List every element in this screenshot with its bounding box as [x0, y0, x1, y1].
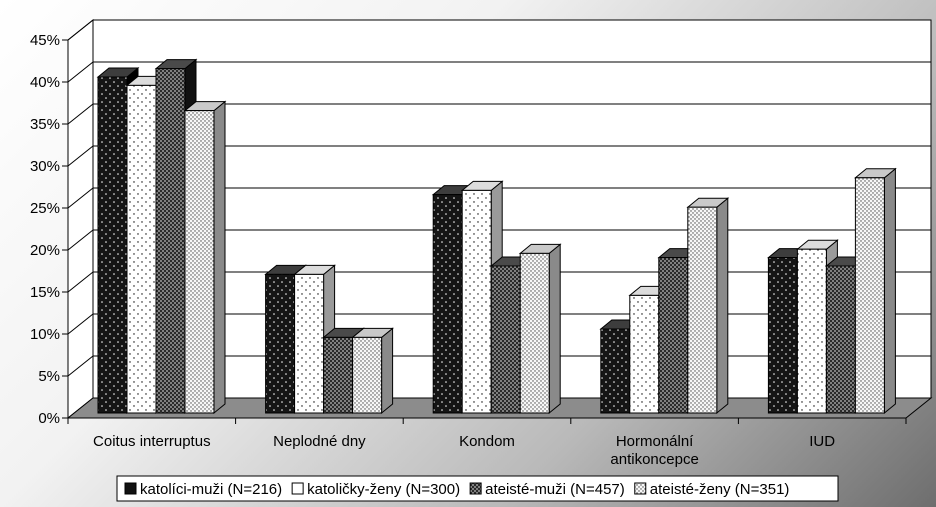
bar-front	[184, 110, 215, 414]
y-tick-label: 35%	[30, 116, 60, 133]
y-tick-label: 0%	[38, 410, 60, 427]
x-axis-labels: Coitus interruptus Neplodné dny Kondom Horm…	[67, 418, 907, 468]
bar	[183, 100, 227, 415]
bar-side	[716, 197, 729, 415]
bar-front	[461, 189, 492, 414]
legend-label: katoličky-ženy (N=300)	[307, 481, 460, 498]
axes	[67, 40, 906, 419]
legend-swatch	[291, 482, 304, 495]
bar-front	[294, 273, 325, 414]
bar-front	[825, 265, 856, 414]
bar-front	[629, 294, 660, 414]
gridline	[67, 19, 931, 41]
gridline	[67, 145, 931, 167]
y-tick-label: 45%	[30, 32, 60, 49]
gridline	[67, 271, 931, 293]
x-tick-label: Coitus interruptus	[93, 433, 211, 450]
gridlines	[67, 19, 931, 377]
bar	[853, 167, 897, 415]
bar-front	[854, 177, 885, 414]
bar-front	[97, 76, 128, 414]
bar-front	[519, 252, 550, 414]
x-tick-label: Neplodné dny	[273, 433, 366, 450]
side-wall	[67, 18, 94, 420]
gridline	[67, 103, 931, 125]
bar-front	[265, 273, 296, 414]
bars	[96, 58, 897, 415]
bar-front	[432, 194, 463, 414]
bar-front	[687, 206, 718, 414]
x-tick-label: Kondom	[459, 433, 515, 450]
bar-front	[796, 248, 827, 414]
y-tick-label: 10%	[30, 326, 60, 343]
bar-side	[381, 327, 394, 415]
bar	[686, 197, 730, 415]
legend-label: ateisté-muži (N=457)	[485, 481, 625, 498]
legend-swatch	[469, 482, 482, 495]
bar-front	[155, 68, 186, 414]
legend: katolíci-muži (N=216) katoličky-ženy (N=3…	[116, 475, 839, 502]
x-tick-label: antikoncepce	[610, 451, 698, 468]
bar	[518, 243, 562, 415]
y-tick-label: 15%	[30, 284, 60, 301]
bar-side	[213, 100, 226, 415]
y-tick-label: 40%	[30, 74, 60, 91]
gridline	[67, 187, 931, 209]
bar-front	[658, 257, 689, 414]
bar-front	[323, 336, 354, 414]
bar-side	[883, 167, 896, 415]
x-tick-label: Hormonální	[616, 433, 694, 450]
legend-label: katolíci-muži (N=216)	[140, 481, 282, 498]
bar-front	[352, 336, 383, 414]
bar-front	[490, 265, 521, 414]
bar	[351, 327, 395, 415]
bar-front	[126, 84, 157, 414]
legend-swatch	[124, 482, 137, 495]
legend-label: ateisté-ženy (N=351)	[650, 481, 790, 498]
bar-side	[548, 243, 561, 415]
y-tick-label: 20%	[30, 242, 60, 259]
legend-swatch	[634, 482, 647, 495]
y-axis-ticks: 0% 5% 10% 15% 20% 25% 30% 35% 40% 45%	[30, 32, 68, 427]
y-tick-label: 30%	[30, 158, 60, 175]
bar-front	[767, 257, 798, 414]
y-tick-label: 5%	[38, 368, 60, 385]
bar-front	[600, 328, 631, 414]
y-tick-label: 25%	[30, 200, 60, 217]
x-tick-label: IUD	[809, 433, 835, 450]
bar	[322, 327, 366, 415]
gridline	[67, 61, 931, 83]
gridline	[67, 229, 931, 251]
